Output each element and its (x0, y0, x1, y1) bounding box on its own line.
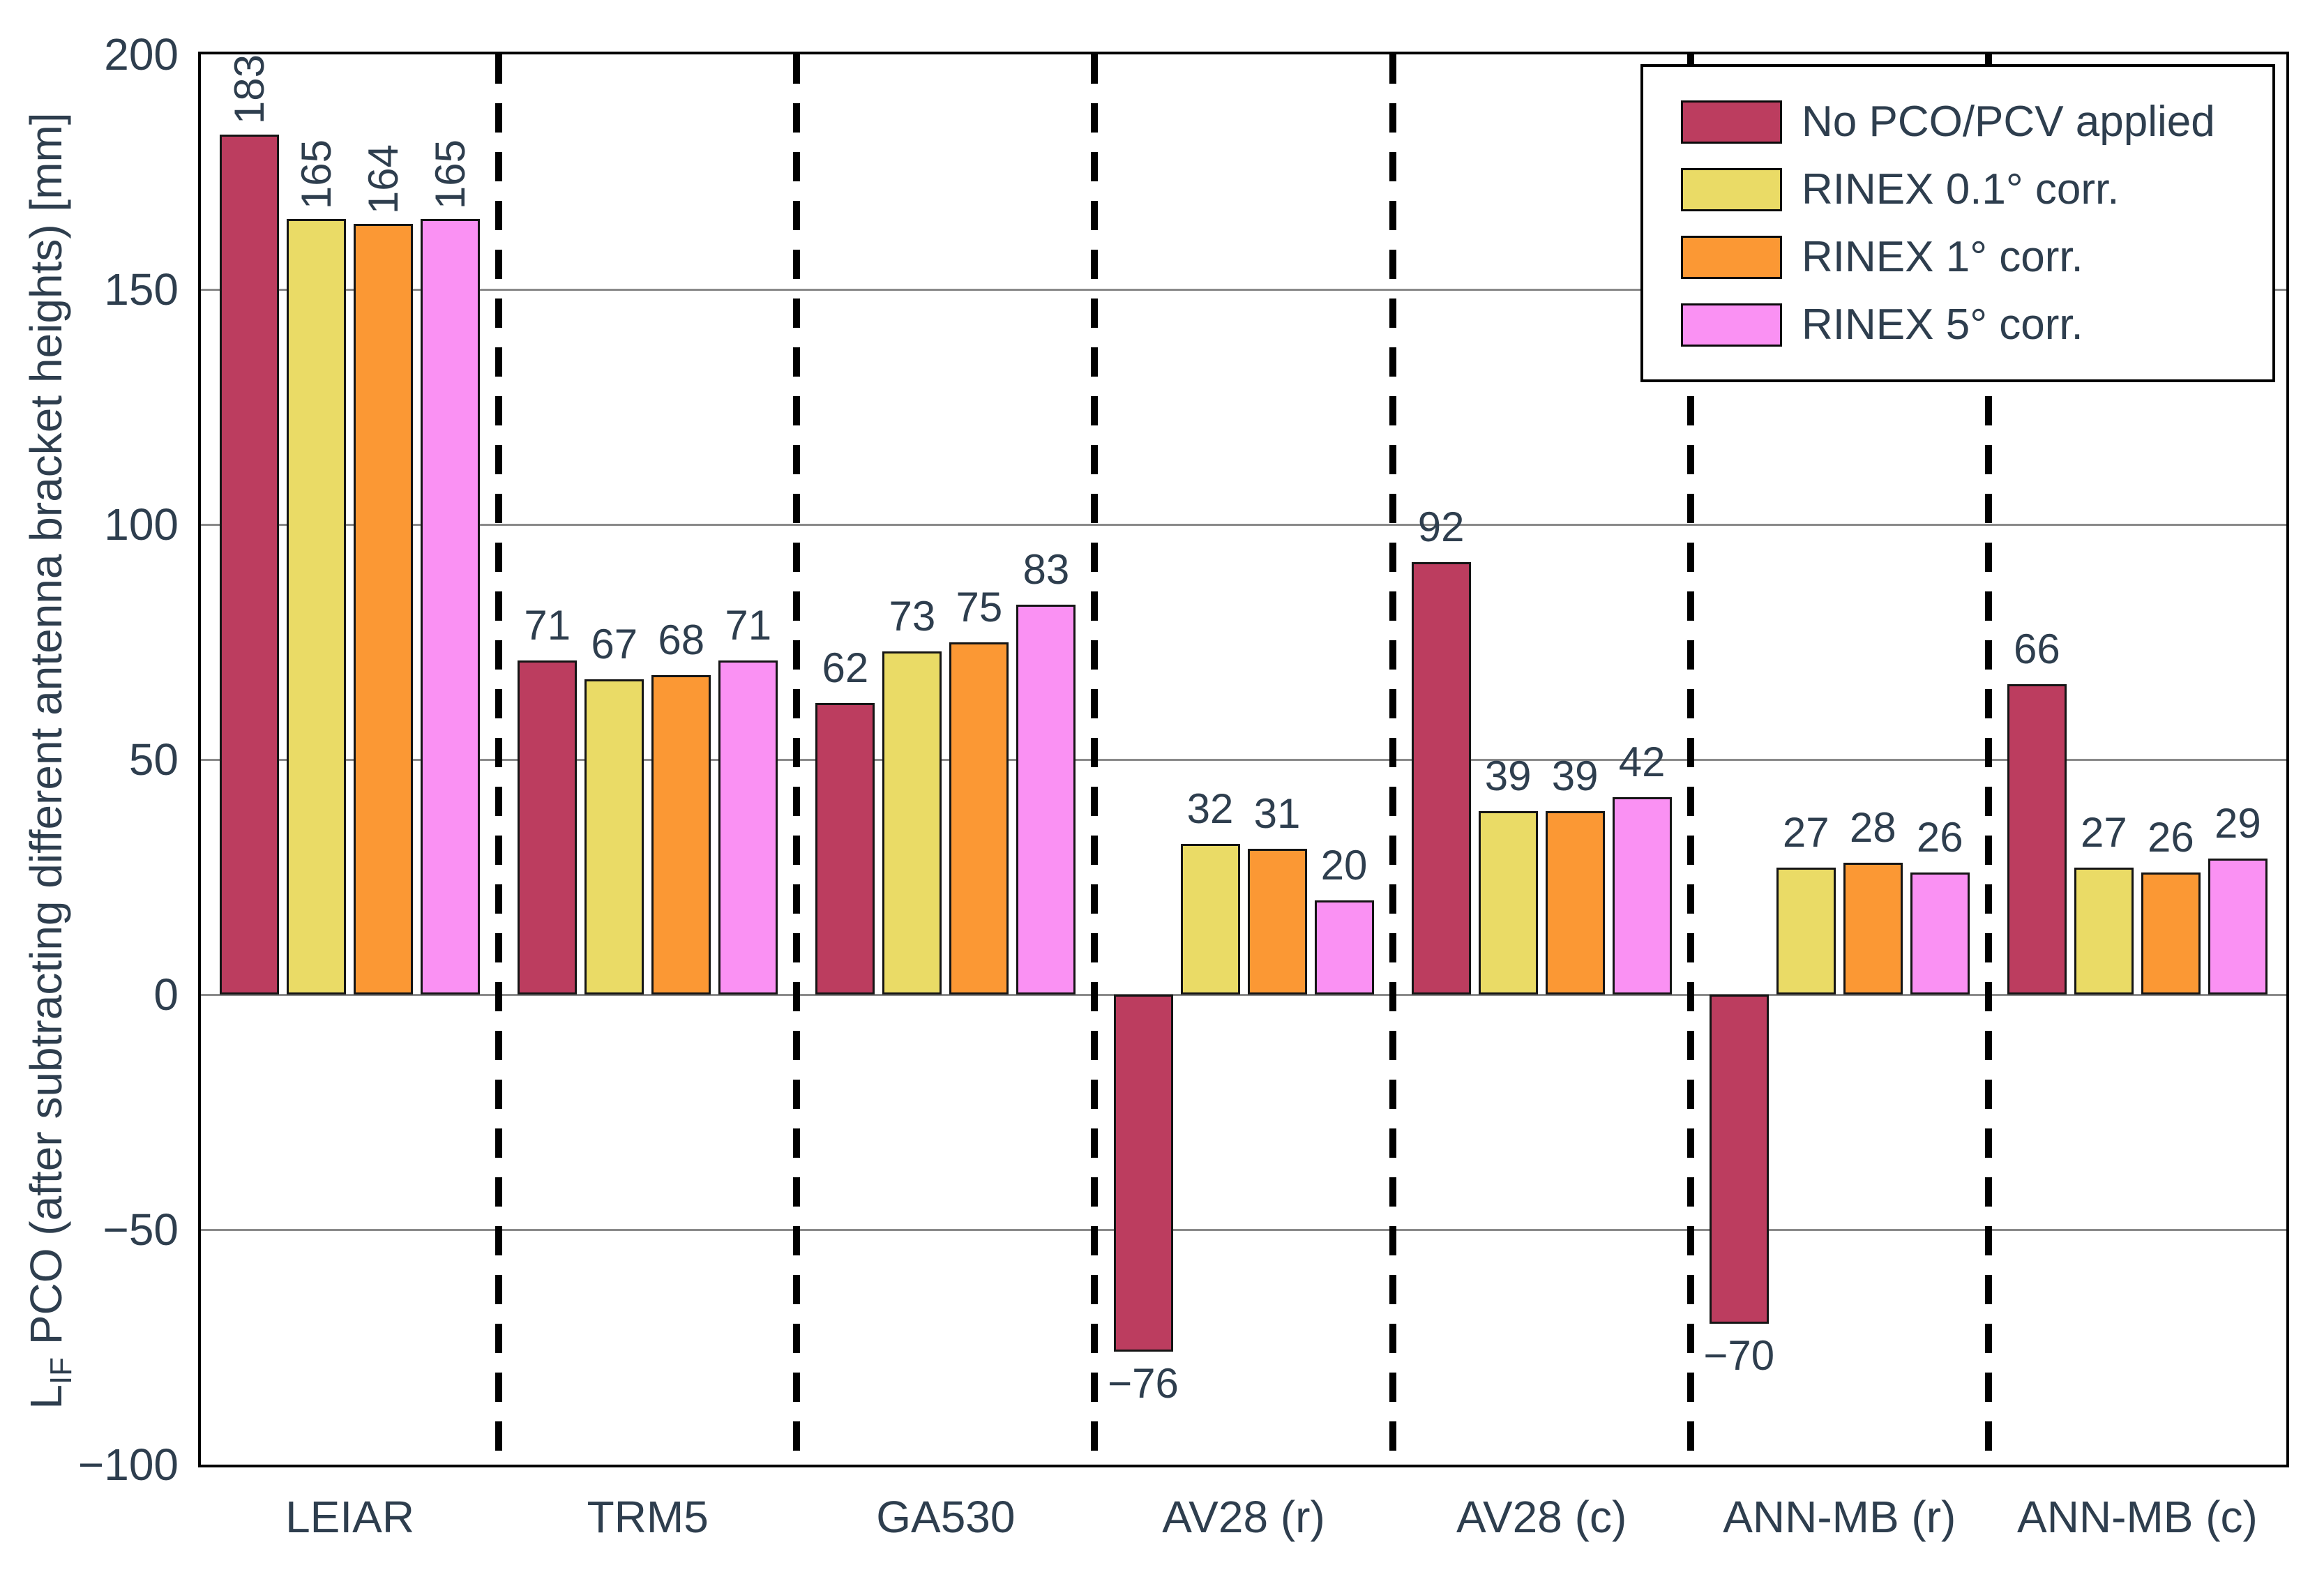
legend-label: RINEX 5° corr. (1802, 301, 2083, 349)
group-separator-2 (793, 54, 801, 1465)
bar-ann-mb-c--series-3 (2208, 858, 2268, 995)
value-label-trm5-series-1: 67 (591, 621, 638, 668)
y-tick-label-100: 100 (104, 499, 179, 550)
bar-ann-mb-r--series-3 (1910, 872, 1970, 995)
group-separator-1 (495, 54, 503, 1465)
legend-label: No PCO/PCV applied (1802, 98, 2215, 146)
value-label-ann-mb-r--series-2: 28 (1849, 804, 1896, 852)
x-tick-label-av28-r-: AV28 (r) (1162, 1492, 1325, 1542)
legend-item-1: RINEX 0.1° corr. (1681, 156, 2272, 223)
bar-trm5-series-3 (718, 660, 778, 995)
y-axis-title-prefix: L (21, 1384, 71, 1410)
value-label-av28-c--series-1: 39 (1484, 753, 1532, 800)
group-separator-6 (1984, 54, 1992, 1465)
x-tick-label-ann-mb-r-: ANN-MB (r) (1723, 1492, 1956, 1542)
bar-trm5-series-2 (651, 674, 711, 995)
value-label-leiar-series-1: 165 (292, 139, 340, 209)
legend-item-2: RINEX 1° corr. (1681, 223, 2272, 291)
value-label-av28-c--series-3: 42 (1618, 738, 1666, 785)
value-label-av28-r--series-3: 20 (1320, 842, 1368, 889)
legend-swatch-icon (1681, 303, 1782, 347)
y-tick-label--50: −50 (103, 1204, 179, 1255)
bar-av28-r--series-0 (1113, 995, 1173, 1352)
gridline-150 (201, 288, 2286, 291)
bar-av28-c--series-2 (1545, 811, 1605, 995)
bar-trm5-series-1 (584, 679, 644, 995)
bar-ga530-series-2 (949, 642, 1009, 995)
group-separator-3 (1091, 54, 1099, 1465)
bar-ann-mb-c--series-2 (2141, 872, 2201, 995)
y-tick-label-0: 0 (153, 969, 179, 1020)
bar-av28-r--series-3 (1314, 900, 1374, 995)
value-label-ann-mb-c--series-2: 26 (2148, 813, 2194, 861)
legend-swatch-icon (1681, 167, 1782, 211)
x-tick-label-ann-mb-c-: ANN-MB (c) (2017, 1492, 2258, 1542)
bar-leiar-series-3 (421, 218, 481, 995)
value-label-ann-mb-c--series-0: 66 (2014, 626, 2060, 673)
bar-ann-mb-c--series-0 (2007, 684, 2067, 995)
bar-av28-c--series-0 (1411, 561, 1471, 995)
value-label-ga530-series-2: 75 (956, 583, 1003, 630)
value-label-ga530-series-1: 73 (889, 592, 936, 640)
bar-ga530-series-3 (1016, 604, 1076, 995)
gridline-100 (201, 523, 2286, 526)
value-label-leiar-series-3: 165 (426, 139, 474, 209)
bar-ga530-series-1 (882, 651, 942, 995)
plot-area: 183 165 164 165 71 67 68 71 62 73 75 83 −76 32 31 20 92 3… (198, 52, 2289, 1467)
value-label-ann-mb-c--series-1: 27 (2081, 809, 2127, 856)
value-label-ann-mb-r--series-0: −70 (1703, 1331, 1775, 1379)
gridline-0 (201, 993, 2286, 996)
bar-ann-mb-r--series-1 (1776, 868, 1836, 995)
group-separator-5 (1687, 54, 1694, 1465)
bar-leiar-series-0 (220, 134, 280, 995)
value-label-leiar-series-2: 164 (359, 144, 407, 214)
bar-ann-mb-c--series-1 (2074, 868, 2134, 995)
legend-label: RINEX 0.1° corr. (1802, 165, 2120, 213)
x-tick-label-leiar: LEIAR (285, 1492, 415, 1542)
bar-ann-mb-r--series-2 (1843, 863, 1903, 995)
legend-item-3: RINEX 5° corr. (1681, 291, 2272, 358)
value-label-ann-mb-c--series-3: 29 (2214, 799, 2261, 847)
bar-trm5-series-0 (518, 660, 578, 995)
y-tick-label-200: 200 (104, 29, 179, 80)
value-label-ga530-series-0: 62 (822, 644, 869, 692)
value-label-trm5-series-3: 71 (725, 602, 772, 649)
bar-leiar-series-1 (287, 218, 347, 995)
group-separator-4 (1389, 54, 1396, 1465)
legend-swatch-icon (1681, 100, 1782, 144)
bar-ann-mb-r--series-0 (1709, 995, 1769, 1324)
y-axis-title-subscript: IF (44, 1357, 78, 1385)
value-label-av28-c--series-2: 39 (1551, 753, 1599, 800)
value-label-av28-r--series-1: 32 (1186, 785, 1234, 833)
gridline-50 (201, 758, 2286, 761)
bar-ga530-series-0 (815, 703, 875, 995)
bar-av28-r--series-2 (1247, 849, 1307, 995)
gridline--50 (201, 1228, 2286, 1231)
value-label-av28-c--series-0: 92 (1417, 503, 1465, 550)
value-label-ann-mb-r--series-3: 26 (1916, 813, 1963, 861)
bar-leiar-series-2 (354, 223, 414, 995)
value-label-ann-mb-r--series-1: 27 (1782, 809, 1829, 856)
value-label-trm5-series-2: 68 (658, 616, 705, 663)
legend: No PCO/PCV applied RINEX 0.1° corr. RINEX … (1640, 64, 2275, 382)
bar-av28-r--series-1 (1180, 844, 1240, 995)
y-tick-label-50: 50 (128, 734, 179, 785)
legend-swatch-icon (1681, 235, 1782, 279)
x-tick-label-av28-c-: AV28 (c) (1456, 1492, 1627, 1542)
x-tick-label-trm5: TRM5 (587, 1492, 709, 1542)
value-label-leiar-series-0: 183 (225, 54, 273, 125)
y-tick-label--100: −100 (77, 1440, 179, 1490)
value-label-av28-r--series-2: 31 (1253, 790, 1301, 838)
value-label-av28-r--series-0: −76 (1108, 1360, 1179, 1407)
x-tick-label-ga530: GA530 (876, 1492, 1016, 1542)
bar-av28-c--series-1 (1478, 811, 1538, 995)
legend-label: RINEX 1° corr. (1802, 233, 2083, 281)
legend-item-0: No PCO/PCV applied (1681, 88, 2272, 156)
bar-av28-c--series-3 (1612, 796, 1672, 995)
y-tick-label-150: 150 (104, 264, 179, 315)
value-label-ga530-series-3: 83 (1023, 545, 1070, 593)
value-label-trm5-series-0: 71 (524, 602, 571, 649)
